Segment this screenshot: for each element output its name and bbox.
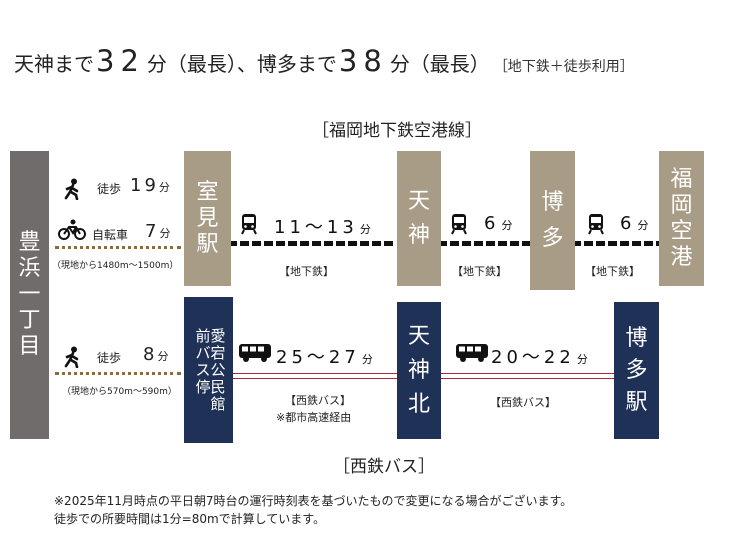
bus-route-line-atago-tenjinkita [233,373,397,379]
segment-tenjin-hakata-label: 【地下鉄】 [452,265,507,278]
subway-train-icon [450,213,468,235]
headline-num2: 38 [338,44,388,78]
footnote-2: 徒歩での所要時間は1分=80mで計算しています。 [54,512,326,526]
segment-bus2-time: 20〜22 分 [491,347,588,368]
subway-train-icon [587,213,605,235]
distance-to-bus-stop: （現地から570m〜590m） [62,387,177,397]
walk-icon [63,346,83,368]
bus-icon [238,343,272,363]
walk-time: 19分 [130,175,170,196]
bus-walk-label: 徒歩 [97,351,122,365]
station-hakata: 博多 [530,151,575,290]
origin-box: 豊浜一丁目 [10,151,49,439]
bus-walk-route-dotted-line [55,372,181,375]
footnote-1: ※2025年11月時点の平日朝7時台の運行時刻表を基づいたもので変更になる場合が… [54,494,573,508]
station-tenjin-name: 天神 [407,188,430,248]
subway-train-icon [240,213,258,235]
bicycle-icon [58,219,86,241]
distance-to-muromi: （現地から1480m〜1500m） [52,261,179,271]
station-fukuoka-airport-name: 福岡空港 [670,166,693,270]
segment-muromi-tenjin-label: 【地下鉄】 [279,265,334,278]
subway-rail-tenjin-hakata [441,241,530,246]
segment-bus1-time: 25〜27 分 [276,347,373,368]
station-tenjin-kita-name: 天神北 [407,323,430,417]
station-muromi: 室見駅 [184,151,231,286]
bus-walk-time: 8分 [143,344,169,365]
headline: 天神まで 32 分（最長）、博多まで 38 分（最長） ［地下鉄＋徒歩利用］ [14,44,634,84]
headline-num1: 32 [96,44,145,78]
station-fukuoka-airport: 福岡空港 [659,151,704,286]
station-atago-bus-stop: 愛宕公民館 前バス停 [184,297,233,443]
headline-part1: 天神まで [14,52,94,76]
segment-hakata-airport-label: 【地下鉄】 [585,265,640,278]
subway-line-title: ［福岡地下鉄空港線］ [312,121,482,141]
subway-rail-hakata-airport [575,241,659,246]
station-hakata-name: 博多 [541,189,564,251]
station-atago-bus-stop-name: 愛宕公民館 前バス停 [195,326,226,413]
bus-route-line-tenjinkita-hakata [441,373,614,379]
subway-rail-muromi-tenjin [231,241,396,246]
segment-bus2-label: 【西鉄バス】 [490,396,556,409]
segment-muromi-tenjin-time: 11〜13 分 [274,217,371,238]
station-tenjin-kita: 天神北 [397,302,441,439]
segment-bus1-sublabel: ※都市高速経由 [276,411,352,424]
station-hakata-eki: 博多駅 [614,302,659,439]
headline-part2: 分（最長）、博多まで [146,52,337,76]
headline-part3: 分（最長） [389,52,490,76]
walk-route-dotted-line [55,246,181,249]
station-tenjin: 天神 [397,151,441,286]
origin-name: 豊浜一丁目 [18,230,41,359]
bus-icon [455,343,489,363]
segment-bus1-label: 【西鉄バス】 [285,394,351,407]
walk-icon [63,178,83,200]
headline-note: ［地下鉄＋徒歩利用］ [493,59,634,75]
bike-label: 自転車 [92,228,129,242]
bus-line-title: ［西鉄バス］ [333,457,435,477]
station-muromi-name: 室見駅 [196,179,219,257]
station-hakata-eki-name: 博多駅 [625,325,648,415]
walk-label: 徒歩 [97,182,122,196]
bike-time: 7分 [145,221,171,242]
